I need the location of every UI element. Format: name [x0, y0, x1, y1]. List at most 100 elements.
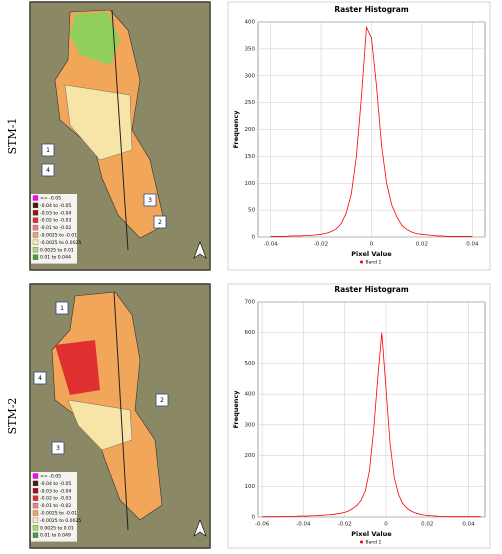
callout-label: 1 [46, 147, 50, 154]
y-tick-label: 200 [245, 453, 256, 459]
callout-box [155, 393, 169, 407]
legend-label: -0.0025 to -0.01 [40, 511, 77, 517]
legend-label: -0.01 to -0.02 [40, 503, 71, 509]
legend-swatch [32, 532, 39, 538]
x-tick-label: -0.02 [338, 522, 352, 528]
legend-label: -0.02 to -0.03 [40, 218, 71, 224]
legend-label: -0.0025 to 0.0025 [40, 518, 81, 524]
callout-box [153, 215, 167, 229]
legend-swatch [32, 195, 39, 201]
legend-label: 0.01 to 0.044 [40, 255, 71, 261]
y-tick-label: 100 [245, 484, 256, 490]
legend-swatch [32, 473, 39, 479]
legend-swatch [32, 480, 39, 487]
y-tick-label: 400 [245, 20, 256, 26]
legend-label: -0.01 to -0.02 [40, 225, 71, 231]
legend-label: -0.02 to -0.03 [40, 496, 71, 502]
callout-label: 4 [38, 375, 42, 382]
plot-area [257, 301, 486, 518]
legend-swatch [32, 239, 39, 246]
legend-swatch [32, 510, 39, 516]
x-tick-label: 0.04 [466, 242, 479, 248]
y-tick-label: 0 [252, 235, 256, 241]
x-tick-label: -0.02 [314, 242, 328, 248]
north-arrow [193, 241, 207, 259]
histogram-line [262, 332, 481, 518]
callout-label: 1 [60, 305, 64, 312]
x-tick-label: 0.02 [421, 522, 433, 528]
x-axis-label: Pixel Value [351, 530, 392, 538]
legend-label: -0.0025 to 0.0025 [40, 240, 81, 246]
x-tick-label: -0.04 [263, 242, 278, 248]
y-axis-label: Frequency [232, 110, 240, 149]
callout-label: 2 [160, 397, 164, 404]
legend-label: -0.0025 to -0.01 [40, 233, 77, 239]
legend-marker [360, 260, 363, 264]
y-tick-label: 300 [245, 422, 256, 428]
legend-swatch [32, 517, 39, 524]
callout-box [51, 441, 65, 455]
legend-box [31, 194, 77, 264]
callout-label: 3 [56, 445, 60, 452]
row-label: STM-1 [6, 118, 19, 155]
y-tick-label: 600 [245, 330, 256, 336]
legend-label: Band 1 [366, 260, 382, 266]
legend-label: 0.0025 to 0.01 [40, 247, 74, 253]
callout-box [33, 371, 47, 385]
legend-label: 0.01 to 0.049 [40, 533, 71, 539]
legend-swatch [32, 202, 39, 209]
chart-title: Raster Histogram [334, 285, 408, 294]
legend-swatch [32, 254, 39, 260]
legend-swatch [32, 495, 39, 501]
legend-swatch [32, 488, 39, 494]
legend-box [31, 472, 77, 542]
callout-box [143, 193, 157, 207]
legend-swatch [32, 217, 39, 223]
y-tick-label: 400 [245, 392, 256, 398]
legend-label: -0.04 to -0.05 [40, 203, 71, 209]
x-tick-label: 0 [370, 242, 374, 248]
legend-swatch [32, 525, 39, 531]
legend-marker [360, 540, 363, 544]
y-axis-label: Frequency [232, 390, 240, 429]
y-tick-label: 300 [245, 73, 256, 79]
y-tick-label: 0 [252, 515, 256, 521]
x-axis-label: Pixel Value [351, 250, 392, 258]
north-arrow [193, 519, 207, 537]
callout-box [41, 163, 55, 177]
legend-label: -0.03 to -0.04 [40, 488, 71, 494]
callout-label: 3 [148, 197, 152, 204]
histogram-line [270, 25, 473, 237]
x-tick-label: 0 [384, 522, 388, 528]
callout-label: 2 [158, 219, 162, 226]
x-tick-label: 0.02 [416, 242, 428, 248]
y-tick-label: 100 [245, 181, 256, 187]
legend-label: 0.0025 to 0.01 [40, 525, 74, 531]
callout-box [41, 143, 55, 157]
legend-label: <= -0.05 [40, 196, 61, 202]
legend-label: -0.03 to -0.04 [40, 210, 71, 216]
map-2 [29, 283, 211, 549]
callout-label: 4 [46, 167, 50, 174]
row-label: STM-2 [6, 398, 19, 435]
legend-label: <= -0.05 [40, 474, 61, 480]
legend-swatch [32, 232, 39, 238]
y-tick-label: 700 [245, 300, 256, 306]
y-tick-label: 350 [245, 46, 256, 52]
x-tick-label: 0.04 [462, 522, 475, 528]
chart-title: Raster Histogram [334, 5, 408, 14]
legend-swatch [32, 502, 39, 509]
y-tick-label: 500 [245, 361, 256, 367]
x-tick-label: -0.06 [255, 522, 270, 528]
legend-label: -0.04 to -0.05 [40, 481, 71, 487]
x-tick-label: -0.04 [296, 522, 311, 528]
callout-box [55, 301, 69, 315]
y-tick-label: 250 [245, 100, 256, 106]
legend-label: Band 1 [366, 540, 382, 546]
legend-swatch [32, 224, 39, 231]
y-tick-label: 50 [248, 208, 255, 214]
legend-swatch [32, 210, 39, 216]
y-tick-label: 150 [245, 154, 256, 160]
y-tick-label: 200 [245, 127, 256, 133]
